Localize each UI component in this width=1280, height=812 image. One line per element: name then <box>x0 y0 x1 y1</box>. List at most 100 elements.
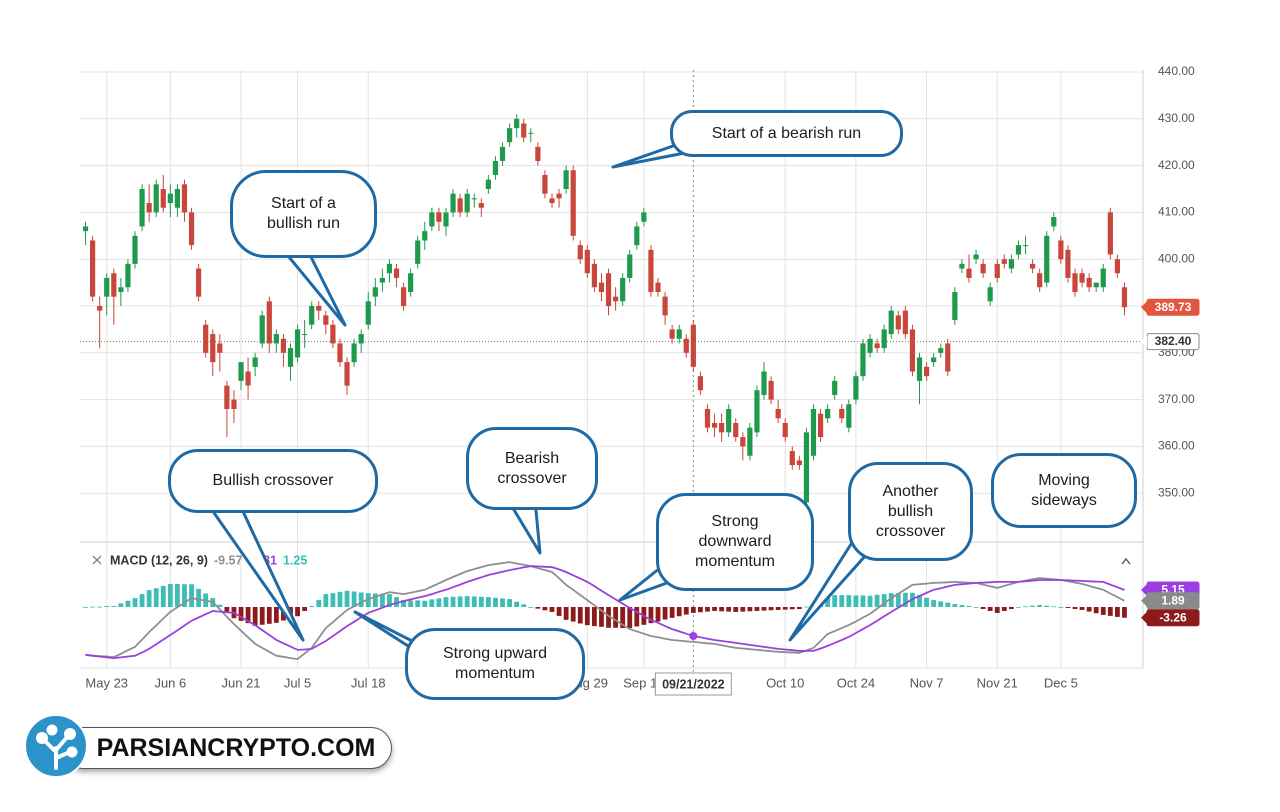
histogram-bar <box>394 597 399 607</box>
histogram-bar <box>690 606 696 613</box>
y-tick-label: 410.00 <box>1158 205 1195 219</box>
histogram-bar <box>867 595 873 607</box>
candle-body <box>577 245 583 260</box>
x-tick-label: Jul 18 <box>351 675 386 690</box>
candle-body <box>825 408 831 419</box>
candle-body <box>704 408 711 428</box>
candle-body <box>542 174 548 194</box>
histogram-bar <box>549 606 555 612</box>
candle-body <box>867 338 873 353</box>
candle-body <box>1121 287 1128 308</box>
histogram-bar <box>676 606 682 617</box>
crosshair-date: 09/21/2022 <box>662 677 725 691</box>
histogram-bar <box>846 595 852 607</box>
histogram-bar <box>387 594 392 607</box>
histogram-bar <box>450 596 456 607</box>
y-tick-label: 370.00 <box>1158 392 1195 406</box>
callout: Moving sideways <box>991 453 1137 528</box>
histogram-bar <box>620 606 626 629</box>
candle-body <box>181 184 188 213</box>
candle-body <box>909 329 916 372</box>
candle-body <box>1037 273 1043 288</box>
candle-body <box>796 460 802 466</box>
candle-body <box>1072 273 1078 292</box>
candle-body <box>591 263 597 288</box>
histogram-bar <box>902 592 908 607</box>
marks <box>80 70 1143 672</box>
candle-body <box>916 357 923 381</box>
candle-body <box>337 343 343 363</box>
callout: Another bullish crossover <box>848 462 973 561</box>
candle-body <box>881 329 887 349</box>
candle-body <box>146 203 152 213</box>
histogram-bar <box>90 606 96 608</box>
candle-body <box>549 198 555 204</box>
callout: Bearish crossover <box>466 427 598 510</box>
x-tick-label: Oct 24 <box>837 675 875 690</box>
histogram-value-pointer <box>1141 611 1147 624</box>
candle-body <box>1079 273 1085 283</box>
candle-body <box>945 343 951 372</box>
candle-body <box>379 277 385 283</box>
histogram-bar <box>273 606 279 623</box>
histogram-bar <box>874 594 880 607</box>
candle-body <box>400 287 407 306</box>
candle-body <box>1001 259 1007 264</box>
candle-body <box>82 226 89 232</box>
candle-body <box>711 423 718 428</box>
candle-body <box>556 193 562 199</box>
candle-body <box>605 273 612 306</box>
collapse-icon[interactable] <box>1121 557 1131 565</box>
candle-body <box>782 423 788 438</box>
histogram-bar <box>747 606 753 612</box>
histogram-bar <box>111 606 117 607</box>
candle-body <box>393 268 400 278</box>
histogram-bar <box>832 595 838 607</box>
indicator-value: 1.89 <box>1161 593 1185 607</box>
histogram-bar <box>337 591 343 607</box>
candle-body <box>775 408 781 419</box>
histogram-bar <box>330 593 336 607</box>
close-icon[interactable] <box>92 555 102 565</box>
candle-body <box>817 413 824 438</box>
y-tick-label: 440.00 <box>1158 64 1195 78</box>
histogram-bar <box>521 604 527 607</box>
candle-body <box>196 268 202 297</box>
indicator-value-pointer <box>1141 584 1147 597</box>
histogram-bar <box>535 606 541 609</box>
histogram-bar <box>584 606 590 626</box>
histogram-bar <box>924 597 929 607</box>
candle-body <box>514 118 520 129</box>
candle-body <box>287 348 294 367</box>
histogram-bar <box>252 606 258 626</box>
candle-body <box>252 357 258 367</box>
candle-body <box>231 399 237 409</box>
candle-body <box>563 170 569 189</box>
x-tick-label: Sep 12 <box>623 675 664 690</box>
histogram-bar <box>577 606 583 624</box>
histogram-bar <box>959 605 965 607</box>
histogram-bar <box>302 606 308 611</box>
histogram-bar <box>443 597 449 607</box>
histogram-bar <box>125 600 131 607</box>
candle-body <box>994 263 1000 278</box>
indicator-legend: MACD (12, 26, 9) <box>110 553 208 567</box>
candle-body <box>415 240 421 264</box>
histogram-bar <box>994 606 1000 613</box>
candle-body <box>1065 249 1071 278</box>
candle-body <box>1058 240 1064 260</box>
candle-body <box>167 193 173 204</box>
histogram-bar <box>740 606 746 612</box>
grid <box>80 70 1144 669</box>
candle-body <box>1022 245 1029 247</box>
callout: Strong upward momentum <box>405 628 585 700</box>
histogram-bar <box>464 596 470 607</box>
histogram-bar <box>789 606 795 610</box>
histogram-bar <box>1037 605 1043 607</box>
histogram-bar <box>217 604 223 607</box>
histogram-value: -3.26 <box>1159 610 1187 624</box>
histogram-bar <box>881 594 887 607</box>
histogram-bar <box>422 600 428 607</box>
histogram-bar <box>1093 606 1099 614</box>
histogram-bar <box>1079 606 1085 610</box>
